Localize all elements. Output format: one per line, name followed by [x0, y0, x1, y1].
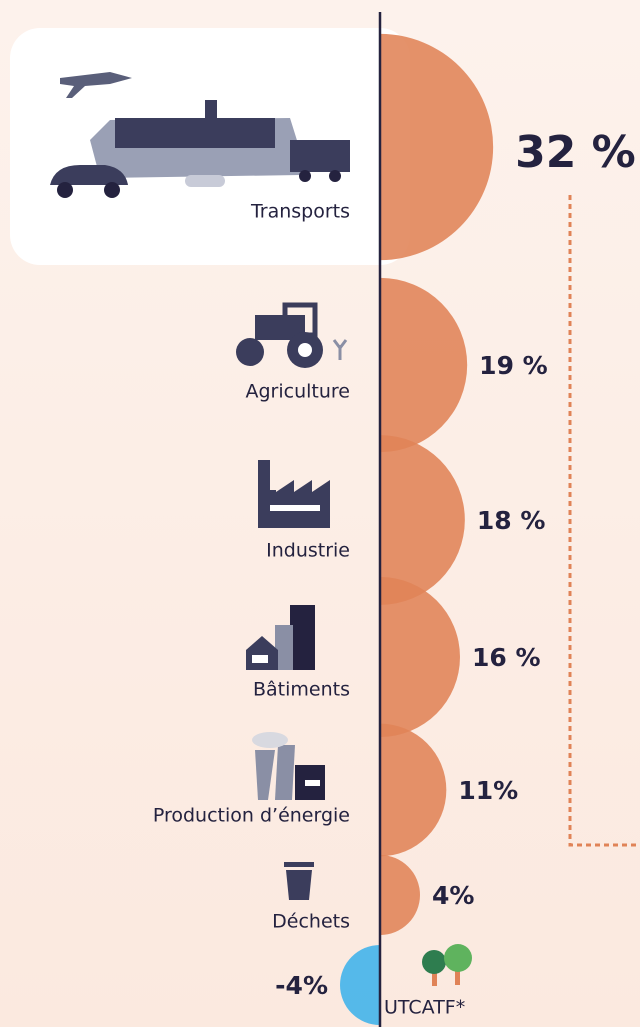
value-label: 32 %: [515, 127, 636, 178]
bracket: [568, 195, 640, 847]
category-label: UTCATF*: [384, 997, 465, 1019]
icon-bin: [284, 862, 314, 900]
category-label: Bâtiments: [253, 679, 350, 701]
semicircle: [340, 945, 380, 1025]
icon-trees: [422, 944, 472, 986]
value-label: 4%: [432, 881, 474, 910]
marks: [340, 33, 494, 1025]
value-label: 16 %: [472, 643, 541, 672]
category-label: Déchets: [272, 911, 350, 933]
semicircle: [380, 855, 420, 935]
category-label: Transports: [250, 201, 350, 223]
icon-transports: [50, 72, 350, 198]
value-label: 11%: [458, 776, 518, 805]
semicircle: [380, 435, 465, 605]
icon-power-plant: [252, 732, 325, 800]
icon-buildings: [246, 605, 315, 670]
icon-tractor: [236, 302, 348, 368]
value-label: 18 %: [477, 506, 546, 535]
category-label: Production d’énergie: [153, 805, 350, 827]
semicircle: [380, 577, 460, 737]
semicircle: [380, 723, 447, 857]
category-label: Agriculture: [246, 381, 351, 403]
semicircle: [380, 33, 494, 261]
value-label: -4%: [275, 971, 328, 1000]
category-label: Industrie: [266, 540, 350, 562]
value-label: 19 %: [479, 351, 548, 380]
semicircle: [380, 277, 468, 453]
icon-factory: [258, 460, 330, 528]
